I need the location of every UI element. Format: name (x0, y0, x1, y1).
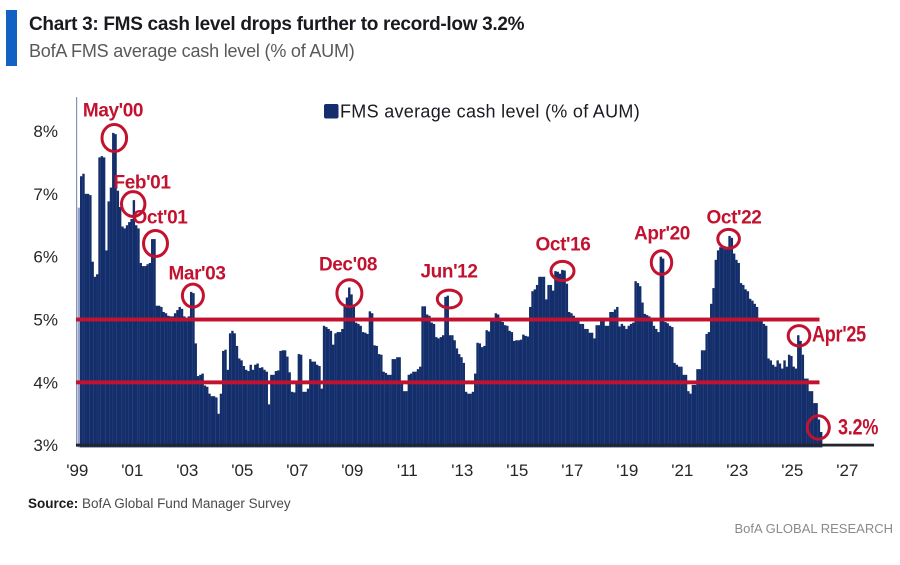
svg-text:'99: '99 (66, 461, 88, 480)
svg-text:'03: '03 (176, 461, 198, 480)
svg-text:Apr'20: Apr'20 (634, 224, 690, 245)
svg-text:Jun'12: Jun'12 (420, 262, 477, 283)
svg-text:May'00: May'00 (83, 101, 143, 122)
svg-text:Dec'08: Dec'08 (319, 255, 377, 276)
svg-text:'15: '15 (506, 461, 528, 480)
svg-text:'17: '17 (561, 461, 583, 480)
svg-text:'19: '19 (616, 461, 638, 480)
svg-text:'13: '13 (451, 461, 473, 480)
svg-text:Oct'01: Oct'01 (133, 208, 189, 229)
svg-text:'09: '09 (341, 461, 363, 480)
svg-text:Oct'16: Oct'16 (536, 235, 591, 256)
svg-text:6%: 6% (33, 248, 58, 267)
svg-text:Mar'03: Mar'03 (168, 264, 225, 285)
svg-text:Apr'25: Apr'25 (812, 323, 866, 347)
svg-text:'11: '11 (397, 461, 418, 480)
svg-text:'01: '01 (121, 461, 143, 480)
svg-text:'25: '25 (781, 461, 803, 480)
svg-text:Oct'22: Oct'22 (707, 208, 762, 229)
svg-text:3.2%: 3.2% (838, 416, 878, 440)
svg-text:FMS average cash level (% of A: FMS average cash level (% of AUM) (340, 102, 640, 122)
svg-text:'07: '07 (286, 461, 308, 480)
svg-text:'05: '05 (231, 461, 253, 480)
svg-text:8%: 8% (33, 122, 58, 141)
svg-text:5%: 5% (33, 311, 58, 330)
svg-text:'21: '21 (671, 461, 693, 480)
svg-text:'23: '23 (726, 461, 748, 480)
svg-text:3%: 3% (33, 436, 58, 455)
svg-text:'27: '27 (836, 461, 858, 480)
svg-text:7%: 7% (33, 185, 58, 204)
svg-text:4%: 4% (33, 373, 58, 392)
svg-text:Feb'01: Feb'01 (113, 173, 171, 194)
